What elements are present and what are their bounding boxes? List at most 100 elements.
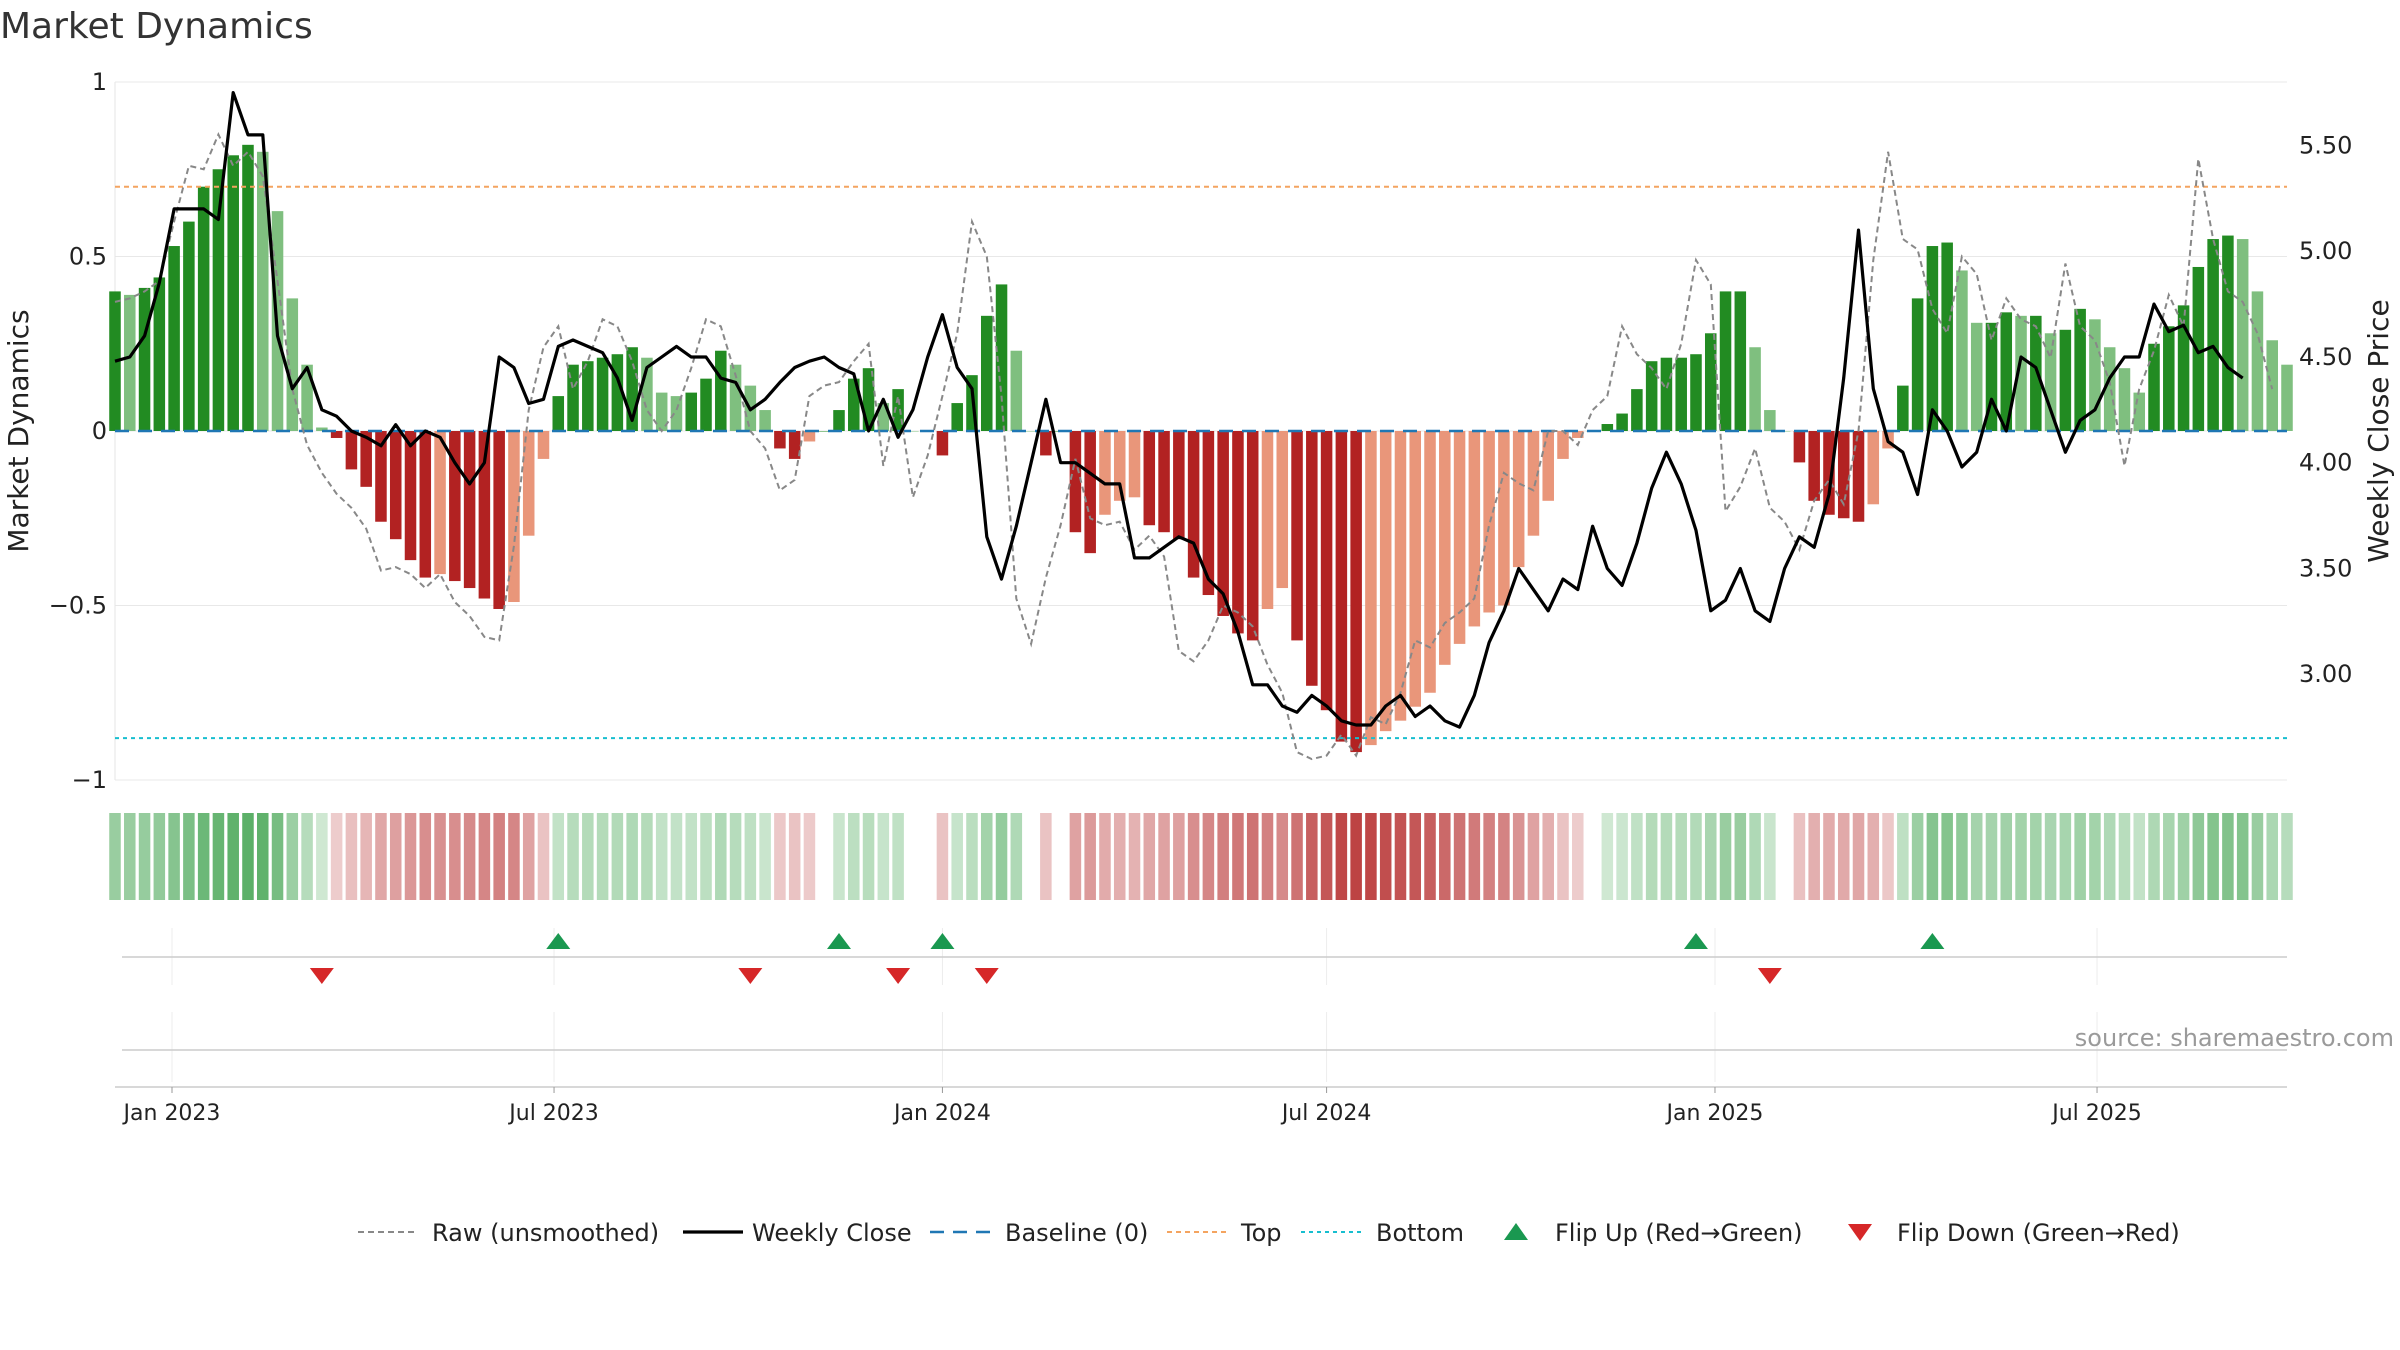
md-bar: [434, 431, 446, 575]
md-bar: [2177, 305, 2190, 431]
md-bar: [715, 350, 727, 431]
regime-cell: [655, 813, 668, 900]
md-bar: [1025, 431, 1037, 432]
md-bar: [1941, 242, 1953, 431]
regime-cell: [478, 813, 491, 900]
md-bar: [316, 427, 328, 431]
regime-cell: [1631, 813, 1643, 900]
legend: Raw (unsmoothed) Weekly Close Baseline (0)…: [358, 1219, 2180, 1247]
md-bar: [1852, 431, 1865, 522]
md-bar: [655, 392, 668, 431]
md-bar: [907, 431, 919, 432]
regime-cell: [1852, 813, 1865, 900]
md-bar: [611, 354, 624, 431]
regime-cell: [109, 813, 121, 900]
regime-cell: [2207, 813, 2219, 900]
md-bar: [124, 294, 136, 431]
regime-cell: [700, 813, 712, 900]
md-bar: [552, 396, 565, 431]
md-bar: [1232, 431, 1244, 634]
md-bar: [1512, 431, 1525, 568]
md-bar: [330, 431, 343, 438]
md-bar: [818, 431, 830, 432]
chart-title: Market Dynamics: [0, 6, 313, 47]
y-tick-label: 1: [92, 68, 107, 96]
regime-cell: [1616, 813, 1628, 900]
regime-cell: [1424, 813, 1436, 900]
md-bar: [1527, 431, 1540, 536]
md-bar: [1956, 270, 1968, 431]
regime-cell: [197, 813, 210, 900]
y2-tick-label: 5.50: [2299, 131, 2352, 159]
y-tick-label: −1: [72, 766, 107, 794]
regime-cell: [1335, 813, 1348, 900]
md-bar: [1926, 246, 1939, 431]
bars-layer: [109, 144, 2293, 753]
flip-down-marker: [974, 968, 999, 984]
legend-label: Bottom: [1376, 1219, 1464, 1247]
regime-cell: [1690, 813, 1702, 900]
legend-label: Flip Down (Green→Red): [1897, 1219, 2180, 1247]
md-bar: [463, 431, 476, 589]
regime-cell: [1498, 813, 1510, 900]
md-bar: [951, 403, 963, 431]
md-bar: [641, 357, 653, 431]
regime-cell: [212, 813, 225, 900]
regime-cell: [493, 813, 505, 900]
md-bar: [877, 403, 890, 431]
regime-cell: [1379, 813, 1392, 900]
regime-cell: [1926, 813, 1939, 900]
flip-up-marker: [546, 933, 571, 949]
regime-cell: [2089, 813, 2101, 900]
regime-cell: [537, 813, 550, 900]
md-bar: [582, 361, 594, 431]
regime-cell: [715, 813, 727, 900]
md-bar: [404, 431, 417, 561]
md-bar: [1719, 291, 1732, 431]
md-bar: [242, 144, 254, 431]
md-bar: [389, 431, 402, 540]
regime-cell: [1882, 813, 1894, 900]
regime-cell: [360, 813, 372, 900]
md-bar: [1660, 357, 1673, 431]
md-bar: [1069, 431, 1082, 533]
regime-cell: [2163, 813, 2175, 900]
md-bar: [848, 378, 860, 431]
md-bar: [1468, 431, 1481, 627]
regime-cell: [138, 813, 151, 900]
md-bar: [2059, 329, 2072, 431]
legend-label: Top: [1240, 1219, 1282, 1247]
regime-cell: [936, 813, 949, 900]
regime-cell: [2266, 813, 2278, 900]
md-bar: [522, 431, 535, 536]
regime-cell: [2074, 813, 2086, 900]
y2-tick-label: 5.00: [2299, 237, 2352, 265]
md-bar: [1158, 431, 1170, 533]
regime-cell: [1867, 813, 1880, 900]
md-bar: [2044, 333, 2057, 431]
regime-cell: [1557, 813, 1569, 900]
md-bar: [1099, 431, 1111, 515]
regime-cell: [1291, 813, 1303, 900]
regime-cell: [2015, 813, 2027, 900]
md-bar: [2030, 315, 2042, 431]
regime-cell: [2222, 813, 2234, 900]
flip-down-marker: [309, 968, 334, 984]
md-bar: [508, 431, 520, 603]
regime-cell: [2059, 813, 2072, 900]
legend-swatch: [1848, 1224, 1872, 1241]
md-bar: [1764, 410, 1776, 431]
regime-cell: [1645, 813, 1658, 900]
x-axis: Jan 2023 Jul 2023 Jan 2024 Jul 2024 Jan 2025…: [115, 1086, 2287, 1126]
regime-cell: [183, 813, 195, 900]
md-bar: [1291, 431, 1303, 641]
regime-cell: [153, 813, 166, 900]
regime-cell: [848, 813, 860, 900]
legend-label: Raw (unsmoothed): [432, 1219, 659, 1247]
regime-cell: [759, 813, 771, 900]
regime-cell: [1143, 813, 1156, 900]
regime-cell: [2251, 813, 2264, 900]
regime-cell: [685, 813, 698, 900]
regime-cell: [1764, 813, 1776, 900]
regime-cell: [980, 813, 993, 900]
